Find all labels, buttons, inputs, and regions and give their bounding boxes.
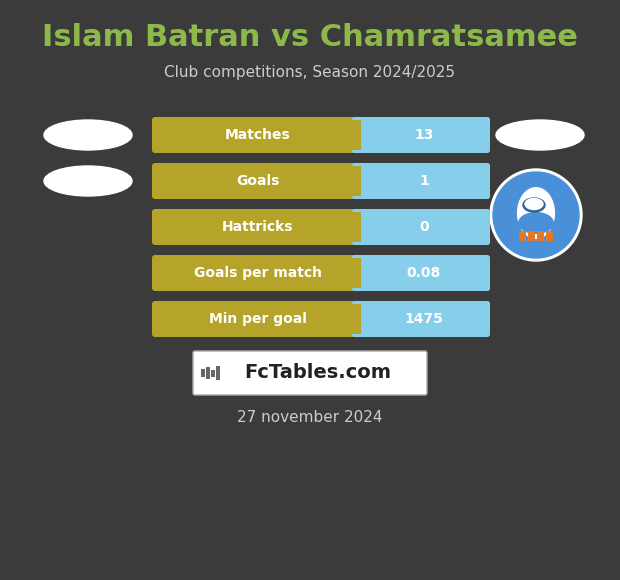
Bar bbox=[361, 166, 487, 196]
Text: 1: 1 bbox=[419, 174, 429, 188]
Bar bbox=[519, 231, 526, 241]
Text: 13: 13 bbox=[414, 128, 433, 142]
Text: Club competitions, Season 2024/2025: Club competitions, Season 2024/2025 bbox=[164, 64, 456, 79]
Circle shape bbox=[490, 169, 582, 261]
Bar bbox=[159, 166, 361, 196]
Ellipse shape bbox=[518, 188, 554, 238]
Bar bbox=[528, 231, 535, 241]
Text: 1475: 1475 bbox=[404, 312, 443, 326]
Bar bbox=[361, 120, 487, 150]
FancyBboxPatch shape bbox=[352, 117, 490, 153]
FancyBboxPatch shape bbox=[352, 209, 490, 245]
FancyBboxPatch shape bbox=[152, 163, 490, 199]
Bar bbox=[546, 231, 553, 241]
Ellipse shape bbox=[44, 120, 132, 150]
Bar bbox=[361, 304, 487, 334]
Bar bbox=[211, 369, 215, 376]
Circle shape bbox=[493, 172, 579, 258]
Ellipse shape bbox=[523, 198, 545, 212]
Ellipse shape bbox=[525, 198, 543, 209]
Bar bbox=[159, 304, 361, 334]
Bar bbox=[537, 231, 544, 241]
Bar bbox=[201, 369, 205, 377]
Text: 0: 0 bbox=[419, 220, 429, 234]
Text: FcTables.com: FcTables.com bbox=[244, 364, 391, 382]
FancyBboxPatch shape bbox=[352, 301, 490, 337]
Ellipse shape bbox=[496, 120, 584, 150]
Bar bbox=[216, 366, 220, 380]
Ellipse shape bbox=[519, 213, 553, 233]
Ellipse shape bbox=[44, 166, 132, 196]
Text: 27 november 2024: 27 november 2024 bbox=[237, 411, 383, 426]
Text: Islam Batran vs Chamratsamee: Islam Batran vs Chamratsamee bbox=[42, 24, 578, 53]
Bar bbox=[361, 212, 487, 242]
Text: Matches: Matches bbox=[225, 128, 291, 142]
FancyBboxPatch shape bbox=[352, 255, 490, 291]
Bar bbox=[361, 258, 487, 288]
Text: Min per goal: Min per goal bbox=[209, 312, 307, 326]
FancyBboxPatch shape bbox=[193, 351, 427, 395]
Bar bbox=[159, 258, 361, 288]
Text: Goals per match: Goals per match bbox=[194, 266, 322, 280]
FancyBboxPatch shape bbox=[152, 209, 490, 245]
FancyBboxPatch shape bbox=[152, 301, 490, 337]
Text: 0.08: 0.08 bbox=[407, 266, 441, 280]
Text: Hattricks: Hattricks bbox=[222, 220, 294, 234]
Bar bbox=[159, 212, 361, 242]
FancyBboxPatch shape bbox=[152, 255, 490, 291]
Text: Goals: Goals bbox=[236, 174, 280, 188]
FancyBboxPatch shape bbox=[352, 163, 490, 199]
Bar bbox=[206, 367, 210, 379]
Bar bbox=[159, 120, 361, 150]
FancyBboxPatch shape bbox=[152, 117, 490, 153]
